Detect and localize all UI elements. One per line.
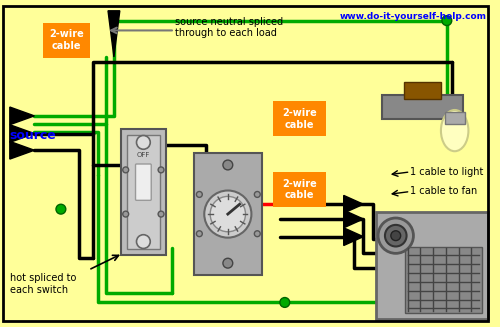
Circle shape — [223, 160, 232, 170]
Circle shape — [280, 298, 289, 307]
Polygon shape — [10, 141, 34, 159]
Circle shape — [210, 197, 246, 232]
FancyBboxPatch shape — [194, 153, 262, 275]
Ellipse shape — [441, 110, 468, 151]
Circle shape — [204, 191, 252, 238]
FancyBboxPatch shape — [126, 134, 160, 250]
Text: source: source — [10, 129, 56, 142]
Circle shape — [196, 192, 202, 198]
Circle shape — [56, 204, 66, 214]
FancyBboxPatch shape — [43, 23, 90, 58]
Text: OFF: OFF — [136, 152, 150, 158]
Text: 1 cable to fan: 1 cable to fan — [410, 186, 478, 197]
Circle shape — [158, 211, 164, 217]
Polygon shape — [344, 210, 363, 228]
Text: 2-wire
cable: 2-wire cable — [282, 179, 317, 200]
Circle shape — [196, 231, 202, 237]
Circle shape — [442, 16, 452, 26]
Polygon shape — [10, 107, 34, 125]
FancyBboxPatch shape — [136, 164, 151, 200]
Polygon shape — [108, 11, 120, 57]
Circle shape — [123, 167, 128, 173]
FancyBboxPatch shape — [404, 248, 482, 313]
Text: 2-wire
cable: 2-wire cable — [282, 108, 317, 129]
Circle shape — [254, 231, 260, 237]
FancyBboxPatch shape — [376, 212, 488, 319]
Circle shape — [378, 218, 414, 253]
FancyBboxPatch shape — [404, 81, 441, 99]
FancyBboxPatch shape — [121, 129, 166, 255]
Circle shape — [254, 192, 260, 198]
FancyBboxPatch shape — [445, 112, 464, 124]
Circle shape — [223, 258, 232, 268]
Circle shape — [136, 235, 150, 249]
Circle shape — [385, 225, 406, 247]
Circle shape — [158, 167, 164, 173]
Text: hot spliced to
each switch: hot spliced to each switch — [10, 273, 76, 295]
Text: source neutral spliced
through to each load: source neutral spliced through to each l… — [175, 17, 283, 38]
Circle shape — [136, 135, 150, 149]
FancyBboxPatch shape — [382, 95, 462, 119]
Polygon shape — [344, 196, 363, 213]
Text: 1 cable to light: 1 cable to light — [410, 167, 484, 177]
Text: www.do-it-yourself-help.com: www.do-it-yourself-help.com — [340, 12, 487, 21]
Text: 2-wire
cable: 2-wire cable — [50, 29, 84, 51]
FancyBboxPatch shape — [273, 172, 326, 207]
FancyBboxPatch shape — [273, 101, 326, 136]
Polygon shape — [10, 125, 34, 142]
Polygon shape — [344, 228, 363, 246]
Circle shape — [123, 211, 128, 217]
Circle shape — [391, 231, 400, 241]
